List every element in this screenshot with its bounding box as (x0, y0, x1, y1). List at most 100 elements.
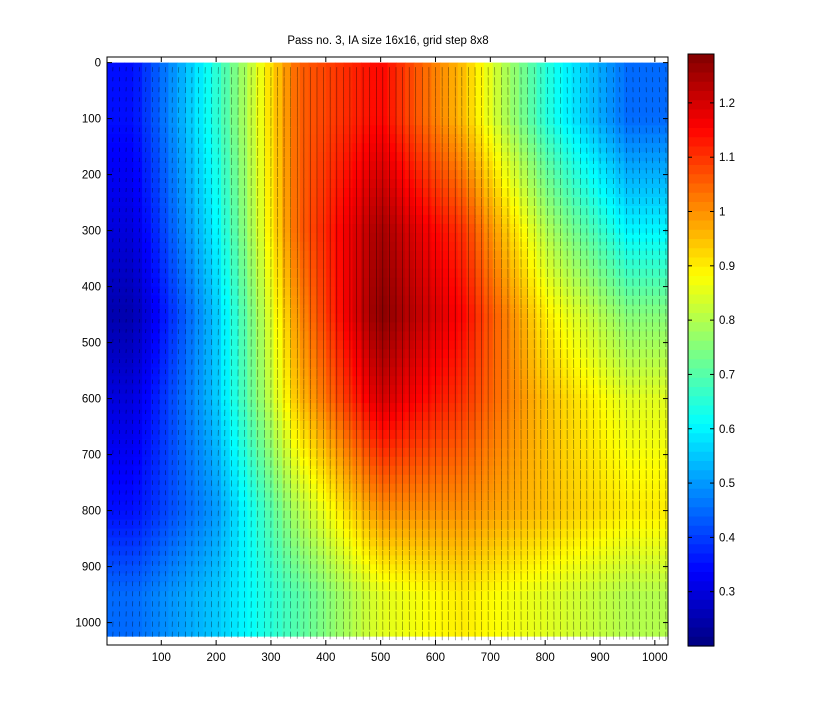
heatmap-cell (334, 188, 345, 198)
heatmap-cell (422, 295, 432, 306)
heatmap-cell (247, 492, 257, 503)
heatmap-cell (369, 214, 380, 225)
heatmap-cell (501, 510, 511, 521)
heatmap-cell (299, 474, 310, 485)
heatmap-cell (334, 555, 345, 565)
heatmap-cell (466, 286, 476, 297)
heatmap-cell (554, 98, 564, 108)
heatmap-cell (282, 250, 292, 261)
heatmap-cell (256, 438, 266, 449)
heatmap-cell (606, 573, 617, 583)
heatmap-cell (273, 412, 283, 422)
heatmap-cell (291, 376, 301, 386)
heatmap-cell (194, 474, 205, 485)
heatmap-cell (238, 179, 248, 189)
heatmap-cell (273, 62, 283, 73)
heatmap-cell (501, 609, 511, 619)
heatmap-cell (334, 367, 345, 377)
heatmap-cell (229, 376, 240, 386)
heatmap-cell (431, 412, 441, 422)
heatmap-cell (597, 116, 608, 126)
heatmap-cell (518, 412, 529, 422)
heatmap-cell (501, 98, 511, 108)
heatmap-cell (501, 205, 511, 216)
heatmap-cell (580, 223, 590, 234)
heatmap-cell (659, 582, 668, 592)
heatmap-cell (308, 188, 318, 198)
heatmap-cell (422, 385, 432, 395)
heatmap-cell (536, 609, 546, 619)
heatmap-cell (396, 161, 406, 171)
heatmap-cell (115, 62, 126, 73)
colorbar-tick-label: 0.3 (719, 587, 735, 599)
heatmap-cell (475, 573, 485, 583)
heatmap-cell (597, 188, 608, 198)
heatmap-cell (545, 152, 555, 162)
heatmap-cell (431, 358, 441, 368)
heatmap-cell (168, 573, 178, 583)
heatmap-cell (448, 89, 459, 100)
heatmap-cell (308, 107, 318, 117)
heatmap-cell (124, 394, 134, 404)
heatmap-cell (150, 385, 161, 395)
heatmap-cell (562, 609, 573, 619)
heatmap-cell (369, 429, 380, 440)
heatmap-cell (238, 600, 248, 610)
heatmap-cell (405, 152, 415, 162)
heatmap-cell (212, 250, 222, 261)
heatmap-cell (536, 600, 546, 610)
heatmap-cell (326, 447, 336, 458)
heatmap-cell (334, 376, 345, 386)
heatmap-cell (518, 573, 529, 583)
heatmap-cell (247, 134, 257, 144)
heatmap-cell (308, 483, 318, 494)
heatmap-cell (624, 71, 634, 82)
heatmap-cell (501, 573, 511, 583)
heatmap-cell (518, 259, 529, 270)
heatmap-cell (194, 600, 205, 610)
heatmap-cell (115, 591, 126, 601)
heatmap-cell (115, 519, 126, 530)
heatmap-cell (133, 179, 143, 189)
heatmap-cell (536, 447, 546, 458)
heatmap-cell (378, 250, 389, 261)
heatmap-cell (554, 501, 564, 512)
heatmap-cell (475, 519, 485, 530)
heatmap-cell (624, 98, 634, 108)
heatmap-cell (352, 250, 362, 261)
heatmap-cell (501, 295, 511, 306)
heatmap-cell (378, 412, 389, 422)
heatmap-cell (238, 322, 248, 332)
heatmap-cell (361, 214, 371, 225)
heatmap-cell (650, 609, 660, 619)
heatmap-cell (387, 429, 397, 440)
heatmap-cell (387, 510, 397, 521)
heatmap-cell (308, 456, 318, 467)
heatmap-cell (659, 609, 668, 619)
heatmap-cell (571, 447, 581, 458)
heatmap-cell (247, 394, 257, 404)
heatmap-cell (632, 143, 643, 153)
heatmap-cell (238, 421, 248, 431)
heatmap-cell (545, 367, 555, 377)
heatmap-cell (308, 537, 318, 548)
heatmap-cell (247, 179, 257, 189)
heatmap-cell (396, 188, 406, 198)
heatmap-cell (168, 152, 178, 162)
heatmap-cell (203, 573, 213, 583)
heatmap-cell (554, 62, 564, 73)
heatmap-cell (299, 197, 310, 207)
colorbar-swatch (688, 100, 714, 111)
heatmap-cell (107, 331, 117, 341)
heatmap-cell (361, 304, 371, 315)
heatmap-cell (396, 205, 406, 216)
heatmap-cell (369, 134, 380, 144)
heatmap-cell (247, 349, 257, 359)
heatmap-cell (597, 609, 608, 619)
heatmap-cell (264, 349, 275, 359)
heatmap-cell (264, 456, 275, 467)
heatmap-cell (264, 277, 275, 288)
heatmap-cell (536, 277, 546, 288)
heatmap-cell (256, 331, 266, 341)
heatmap-cell (580, 62, 590, 73)
